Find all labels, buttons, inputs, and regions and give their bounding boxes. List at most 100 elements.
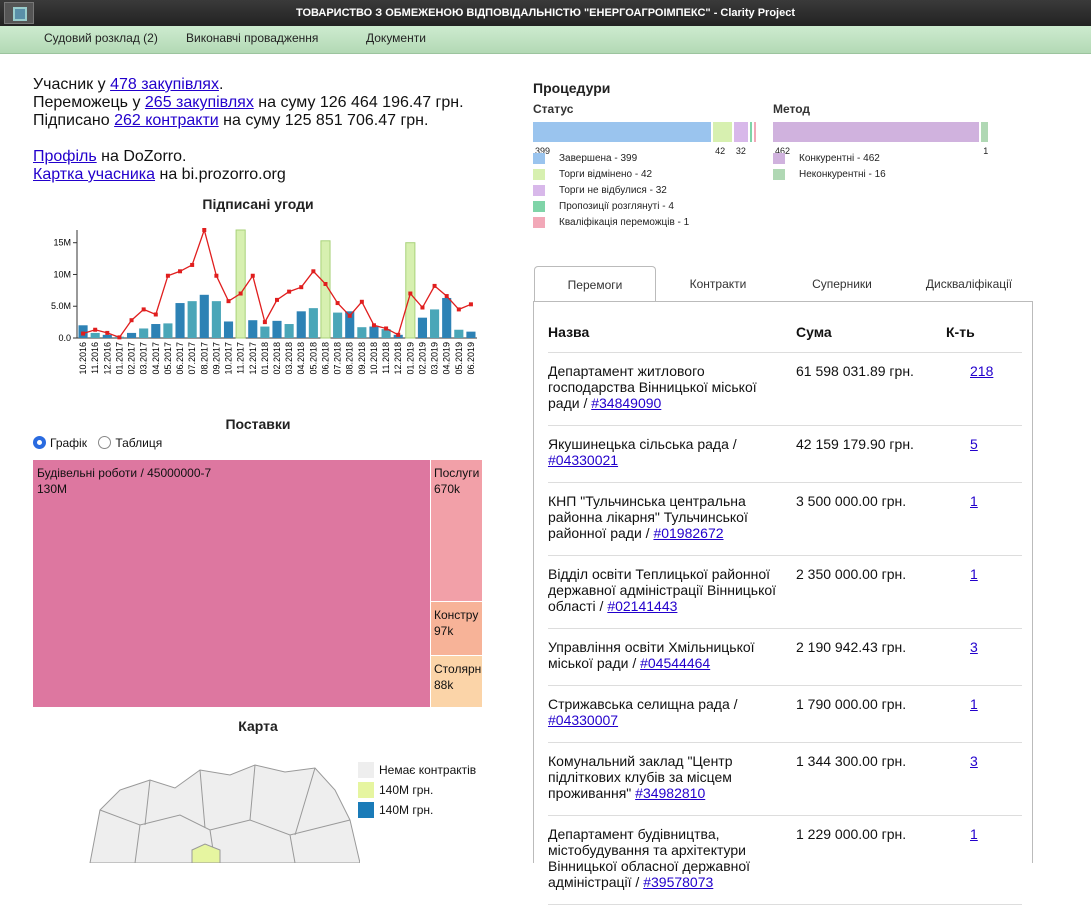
line-point bbox=[81, 331, 86, 336]
map-legend-label: 140M грн. bbox=[379, 783, 434, 797]
chart-bar bbox=[284, 324, 294, 338]
x-tick-label: 01.2019 bbox=[405, 342, 415, 375]
treemap-cell[interactable]: Будівельні роботи / 45000000-7 130M bbox=[33, 460, 430, 707]
x-tick-label: 09.2017 bbox=[211, 342, 221, 375]
count-link[interactable]: 3 bbox=[970, 639, 978, 655]
signed-link[interactable]: 262 контракти bbox=[114, 112, 219, 129]
radio-table[interactable]: Таблиця bbox=[98, 436, 162, 450]
bar-segment[interactable] bbox=[750, 122, 753, 142]
header-sum[interactable]: Сума bbox=[796, 316, 946, 353]
status-legend-item: Кваліфікація переможців - 1 bbox=[533, 214, 689, 230]
treemap-cell-value: 670k bbox=[434, 482, 461, 496]
bar-segment[interactable] bbox=[754, 122, 757, 142]
line-point bbox=[299, 285, 304, 290]
count-link[interactable]: 1 bbox=[970, 493, 978, 509]
chart-bar bbox=[211, 301, 221, 338]
line-point bbox=[359, 299, 364, 304]
participant-card-link[interactable]: Картка учасника bbox=[33, 166, 156, 183]
count-cell: 3 bbox=[946, 742, 1022, 816]
bar-segment[interactable]: 32 bbox=[733, 122, 749, 156]
radio-table-label: Таблиця bbox=[115, 436, 163, 450]
bar-segment[interactable]: 462 bbox=[773, 122, 980, 156]
line-point bbox=[456, 307, 461, 312]
line-point bbox=[129, 318, 134, 323]
count-link[interactable]: 5 bbox=[970, 436, 978, 452]
x-tick-label: 01.2017 bbox=[114, 342, 124, 375]
line-point bbox=[396, 332, 401, 337]
buyer-code-link[interactable]: #04330007 bbox=[548, 712, 619, 728]
x-tick-label: 06.2019 bbox=[466, 342, 476, 375]
x-tick-label: 10.2016 bbox=[78, 342, 88, 375]
winner-link[interactable]: 265 закупівлях bbox=[144, 94, 254, 111]
line-point bbox=[432, 283, 437, 288]
procedures-title: Процедури bbox=[533, 80, 611, 96]
count-cell: 5 bbox=[946, 425, 1022, 483]
chart-bar bbox=[417, 317, 428, 338]
buyer-name: Управління освіти Хмільницької міської р… bbox=[548, 639, 755, 671]
header-count[interactable]: К-ть bbox=[946, 316, 1022, 353]
buyer-code-link[interactable]: #04544464 bbox=[640, 655, 711, 671]
sum-cell: 61 598 031.89 грн. bbox=[796, 352, 946, 426]
chart-bar bbox=[163, 323, 173, 338]
chart-bar bbox=[430, 309, 440, 338]
count-link[interactable]: 3 bbox=[970, 753, 978, 769]
buyer-code-link[interactable]: #04330021 bbox=[548, 452, 619, 468]
count-link[interactable]: 1 bbox=[970, 826, 978, 842]
line-point bbox=[468, 302, 473, 307]
chart-bar bbox=[260, 326, 270, 338]
treemap-cell[interactable]: Констру 97k bbox=[431, 602, 482, 655]
chart-bar bbox=[333, 312, 343, 338]
buyer-code-link[interactable]: #01982672 bbox=[653, 525, 724, 541]
profile-line: Профіль на DoZorro. bbox=[33, 148, 483, 166]
buyer-code-link[interactable]: #34849090 bbox=[591, 395, 662, 411]
left-column: Учасник у 478 закупівлях. Переможець у 2… bbox=[33, 76, 483, 184]
x-tick-label: 08.2018 bbox=[345, 342, 355, 375]
line-point bbox=[311, 269, 316, 274]
status-legend-item: Пропозиції розглянуті - 4 bbox=[533, 198, 689, 214]
radio-chart[interactable]: Графік bbox=[33, 436, 87, 450]
bar-segment[interactable]: 1 bbox=[981, 122, 989, 156]
window-titlebar: ТОВАРИСТВО З ОБМЕЖЕНОЮ ВІДПОВІДАЛЬНІСТЮ … bbox=[0, 0, 1091, 26]
chart-bar bbox=[223, 321, 234, 338]
x-tick-label: 06.2017 bbox=[175, 342, 185, 375]
chart-bar bbox=[296, 311, 306, 338]
treemap-cell[interactable]: Столярн 88k bbox=[431, 656, 482, 707]
map-legend-item: Немає контрактів bbox=[358, 760, 476, 780]
line-point bbox=[347, 313, 352, 318]
bar-segment[interactable]: 42 bbox=[713, 122, 732, 156]
sum-cell: 3 500 000.00 грн. bbox=[796, 482, 946, 556]
menu-documents[interactable]: Документи bbox=[366, 31, 426, 45]
status-legend-item: Завершена - 399 bbox=[533, 150, 689, 166]
buyer-code-link[interactable]: #34982810 bbox=[635, 785, 706, 801]
line-point bbox=[141, 307, 146, 312]
header-name[interactable]: Назва bbox=[548, 316, 796, 353]
tab-disqualifications[interactable]: Дискваліфікації bbox=[925, 277, 1013, 291]
tab-wins[interactable]: Перемоги bbox=[534, 266, 656, 302]
participant-link[interactable]: 478 закупівлях bbox=[110, 76, 219, 93]
chart-bar bbox=[175, 303, 185, 338]
chart-bar bbox=[235, 229, 246, 339]
x-tick-label: 11.2016 bbox=[90, 342, 100, 374]
procedures-panel: Процедури Статус Метод 399 42 32 462 1 Заве… bbox=[533, 80, 1033, 228]
line-point bbox=[384, 326, 389, 331]
tab-contracts[interactable]: Контракти bbox=[689, 277, 747, 291]
sum-cell: 1 344 300.00 грн. bbox=[796, 742, 946, 816]
table-header-row: Назва Сума К-ть bbox=[548, 316, 1022, 353]
card-suffix: на bi.prozorro.org bbox=[155, 166, 286, 183]
count-link[interactable]: 218 bbox=[970, 363, 994, 379]
profile-link[interactable]: Профіль bbox=[33, 148, 97, 165]
line-point bbox=[238, 291, 243, 296]
x-tick-label: 12.2016 bbox=[102, 342, 112, 375]
treemap-cell[interactable]: Послуги 670k bbox=[431, 460, 482, 601]
participant-suffix: . bbox=[218, 76, 224, 93]
bar-segment[interactable]: 399 bbox=[533, 122, 712, 156]
buyer-cell: Відділ освіти Теплицької районної держав… bbox=[548, 555, 796, 629]
count-link[interactable]: 1 bbox=[970, 696, 978, 712]
buyer-code-link[interactable]: #39578073 bbox=[643, 874, 714, 890]
chart-bar bbox=[357, 327, 367, 338]
buyer-code-link[interactable]: #02141443 bbox=[607, 598, 678, 614]
menu-court-schedule[interactable]: Судовий розклад (2) bbox=[44, 31, 158, 45]
menu-enforcement[interactable]: Виконавчі провадження bbox=[186, 31, 319, 45]
count-link[interactable]: 1 bbox=[970, 566, 978, 582]
tab-competitors[interactable]: Суперники bbox=[812, 277, 872, 291]
